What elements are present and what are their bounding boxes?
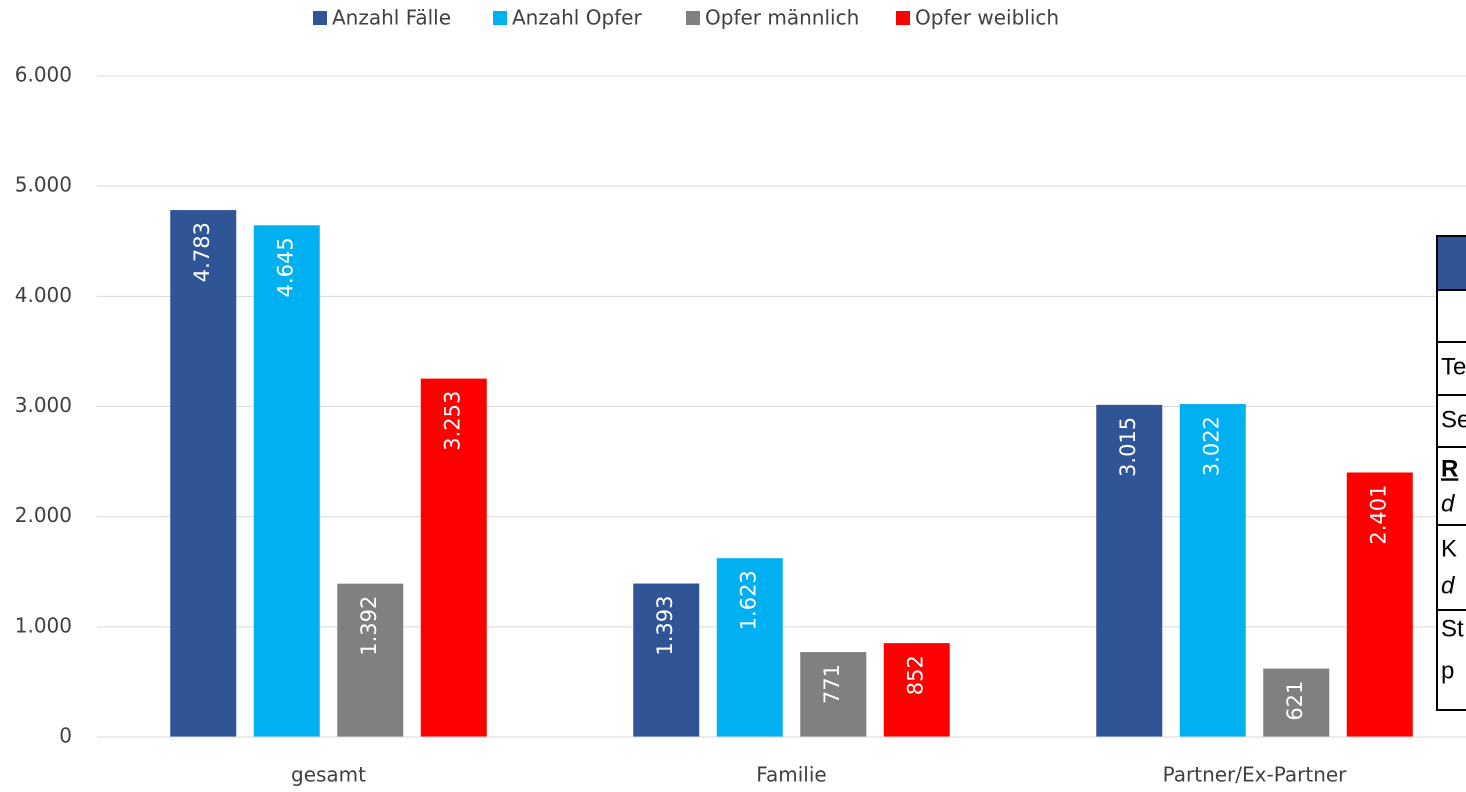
legend-swatch [493, 11, 507, 25]
table-cell: p [1441, 657, 1454, 684]
bar [883, 643, 950, 737]
bar [1346, 472, 1413, 737]
data-label: 4.783 [190, 222, 214, 282]
table-frame [1436, 235, 1466, 711]
x-tick-label: Familie [756, 763, 826, 787]
data-label: 852 [904, 655, 928, 695]
bar [800, 652, 867, 737]
grid [97, 75, 1466, 738]
data-label: 771 [820, 664, 844, 704]
bar [633, 583, 700, 737]
legend-swatch [686, 11, 700, 25]
data-label: 3.015 [1116, 417, 1140, 477]
bar [253, 225, 320, 738]
data-label: 621 [1283, 681, 1307, 721]
bar [1096, 404, 1163, 737]
data-label: 3.253 [441, 391, 465, 451]
y-tick-label: 4.000 [15, 283, 72, 307]
table-header [1436, 235, 1466, 291]
table-cell: R [1441, 455, 1458, 482]
x-tick-label: gesamt [291, 763, 366, 787]
bar [420, 378, 487, 737]
data-label: 1.393 [653, 596, 677, 656]
legend-swatch [896, 11, 910, 25]
y-tick-label: 5.000 [15, 173, 72, 197]
data-label: 3.022 [1200, 416, 1224, 476]
table-cell: K [1441, 535, 1457, 562]
table-cell: Te [1441, 353, 1466, 380]
legend-label: Opfer männlich [705, 6, 859, 30]
data-label: 1.623 [737, 570, 761, 630]
legend-label: Anzahl Fälle [332, 6, 451, 30]
bar [170, 210, 237, 738]
y-tick-label: 1.000 [15, 613, 72, 637]
y-tick-label: 3.000 [15, 393, 72, 417]
data-label: 1.392 [357, 596, 381, 656]
table-cell: d [1441, 572, 1455, 599]
legend-label: Opfer weiblich [915, 6, 1059, 30]
table-cell: Se [1441, 406, 1466, 433]
data-label: 4.645 [274, 237, 298, 297]
legend-label: Anzahl Opfer [512, 6, 642, 30]
legend-swatch [313, 11, 327, 25]
bar [1263, 668, 1330, 737]
bar [1179, 404, 1246, 737]
bar [337, 583, 404, 737]
x-tick-label: Partner/Ex-Partner [1163, 763, 1348, 787]
y-tick-label: 0 [59, 724, 72, 748]
table-cell: d [1441, 490, 1455, 517]
table-cell: St [1441, 615, 1464, 642]
y-tick-label: 2.000 [15, 503, 72, 527]
data-label: 2.401 [1367, 484, 1391, 544]
y-tick-label: 6.000 [15, 63, 72, 87]
bar [716, 558, 783, 737]
